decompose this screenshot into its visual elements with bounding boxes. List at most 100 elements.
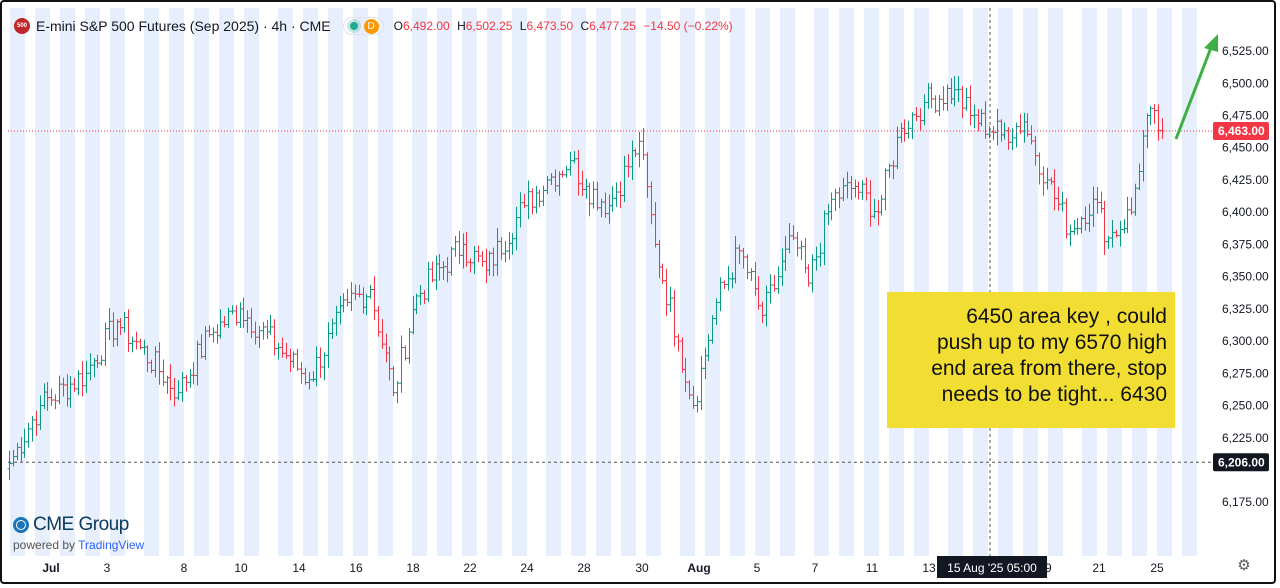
- ohlc-bar: [1087, 203, 1092, 232]
- ohlc-bar: [234, 305, 239, 326]
- x-tick-label: 25: [1150, 561, 1164, 575]
- y-tick-label: 6,450.00: [1222, 141, 1269, 155]
- ohlc-bar: [553, 169, 558, 192]
- session-band: [889, 8, 904, 556]
- ohlc-bar: [814, 246, 819, 271]
- ohlc-bar: [15, 442, 20, 461]
- ohlc-bar: [933, 95, 938, 114]
- ohlc-bar: [68, 376, 73, 408]
- ohlc-bars: [7, 76, 1165, 480]
- ohlc-bar: [853, 179, 858, 198]
- session-band: [487, 8, 502, 556]
- ohlc-bar: [303, 367, 308, 385]
- ohlc-bar: [799, 240, 804, 260]
- ohlc-bar: [76, 370, 81, 396]
- ohlc-bar: [649, 181, 654, 225]
- ohlc-bar: [111, 312, 116, 348]
- x-tick-label: 5: [754, 561, 761, 575]
- ohlc-bar: [80, 361, 85, 397]
- y-tick-label: 6,525.00: [1222, 44, 1269, 58]
- ohlc-bar: [326, 322, 331, 369]
- ohlc-bar: [368, 284, 373, 299]
- ohlc-bar: [430, 261, 435, 283]
- ohlc-bar: [472, 246, 477, 274]
- ohlc-bar: [61, 377, 66, 397]
- ohlc-bar: [57, 375, 62, 405]
- ohlc-bar: [964, 87, 969, 111]
- y-tick-label: 6,225.00: [1222, 431, 1269, 445]
- ohlc-bar: [257, 325, 262, 349]
- session-band: [10, 8, 25, 556]
- low-value: 6,473.50: [526, 19, 574, 33]
- ohlc-bar: [1064, 198, 1069, 239]
- ohlc-bar: [653, 202, 658, 248]
- x-tick-label: 28: [577, 561, 591, 575]
- crosshair-time-label: 15 Aug '25 05:00: [947, 561, 1037, 575]
- session-band: [621, 8, 636, 556]
- cme-logo[interactable]: CME Group powered by TradingView: [13, 514, 144, 552]
- ohlc-bar: [1099, 191, 1104, 214]
- ohlc-bar: [122, 311, 127, 333]
- ohlc-bar: [522, 193, 527, 209]
- y-tick-label: 6,275.00: [1222, 366, 1269, 380]
- ohlc-bar: [1091, 186, 1096, 228]
- ohlc-bar: [795, 232, 800, 257]
- ohlc-bar: [622, 155, 627, 203]
- ohlc-bar: [491, 247, 496, 277]
- ohlc-bar: [88, 353, 93, 381]
- ohlc-bar: [945, 84, 950, 111]
- ohlc-bar: [910, 112, 915, 140]
- ohlc-bar: [22, 428, 27, 458]
- ohlc-bar: [576, 149, 581, 196]
- session-band: [571, 8, 586, 556]
- ohlc-bar: [952, 76, 957, 107]
- ohlc-bar: [1095, 187, 1100, 214]
- overlays: [8, 8, 1218, 556]
- price-axis: 6,525.00 6,500.00 6,475.00 6,450.00 6,425.00…: [1213, 44, 1269, 509]
- crosshair-time-tag: [937, 556, 1047, 578]
- session-band: [839, 8, 854, 556]
- ohlc-bar: [1141, 130, 1146, 182]
- session-band: [914, 8, 929, 556]
- ohlc-bar: [322, 352, 327, 381]
- ohlc-bar: [660, 263, 665, 284]
- ohlc-bar: [441, 261, 446, 280]
- session-band: [169, 8, 184, 556]
- ohlc-bar: [1118, 220, 1123, 247]
- annotation-note[interactable]: 6450 area key , could push up to my 6570…: [887, 292, 1175, 428]
- ohlc-bar: [768, 274, 773, 304]
- session-band: [512, 8, 527, 556]
- symbol-logo[interactable]: 500: [14, 18, 30, 34]
- powered-by: powered by TradingView: [13, 538, 144, 552]
- session-band: [546, 8, 561, 556]
- session-band: [998, 8, 1013, 556]
- ohlc-bar: [184, 375, 189, 392]
- session-band: [1082, 8, 1097, 556]
- ohlc-bar: [672, 289, 677, 347]
- ohlc-bar: [633, 148, 638, 157]
- ohlc-bar: [518, 192, 523, 228]
- ohlc-bar: [345, 288, 350, 307]
- session-band: [244, 8, 259, 556]
- ohlc-bar: [464, 232, 469, 267]
- ohlc-bar: [38, 395, 43, 430]
- ohlc-bar: [783, 235, 788, 271]
- ohlc-bar: [922, 94, 927, 126]
- settings-icon[interactable]: ⚙: [1237, 557, 1251, 574]
- ohlc-bar: [99, 355, 104, 366]
- ohlc-bar: [841, 177, 846, 202]
- ohlc-bar: [380, 319, 385, 349]
- annotation-line: needs to be tight... 6430: [941, 383, 1167, 406]
- session-band: [35, 8, 50, 556]
- tradingview-link[interactable]: TradingView: [78, 538, 145, 552]
- open-label: O: [393, 19, 403, 33]
- ohlc-bar: [776, 266, 781, 294]
- session-band: [973, 8, 988, 556]
- x-tick-label: 10: [234, 561, 248, 575]
- high-label: H: [457, 19, 466, 33]
- ohlc-bar: [157, 342, 162, 385]
- session-band: [85, 8, 100, 556]
- symbol-title[interactable]: E-mini S&P 500 Futures (Sep 2025) · 4h ·…: [36, 18, 331, 34]
- ohlc-bar: [11, 449, 16, 467]
- status-pill[interactable]: D: [342, 17, 384, 35]
